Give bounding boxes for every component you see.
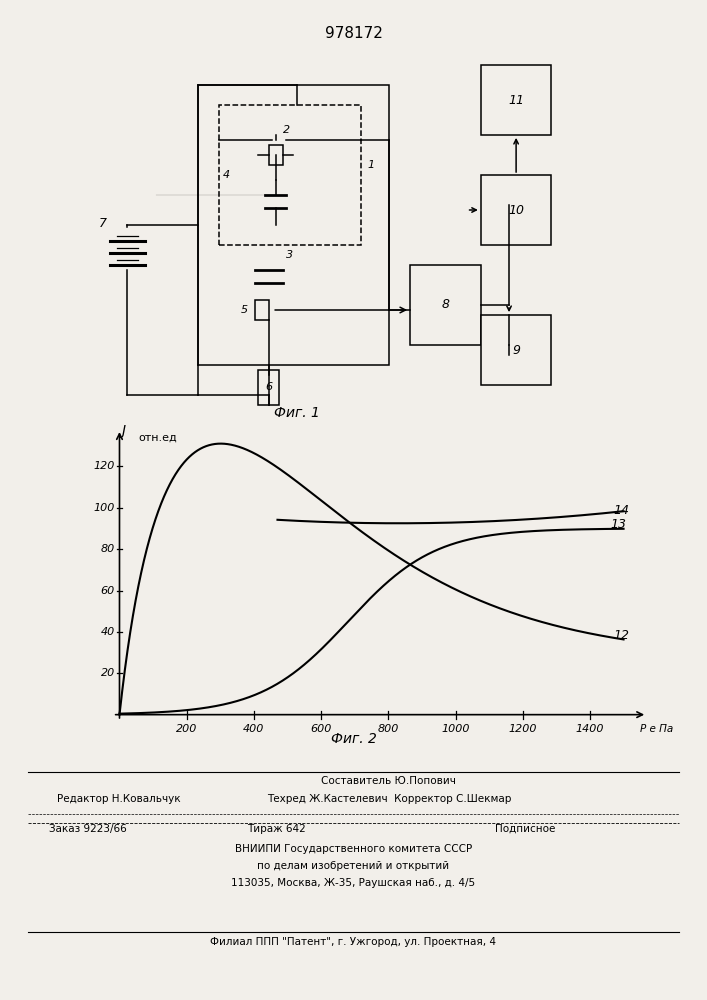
Text: Составитель Ю.Попович: Составитель Ю.Попович <box>322 776 456 786</box>
Text: Филиал ППП "Патент", г. Ужгород, ул. Проектная, 4: Филиал ППП "Патент", г. Ужгород, ул. Про… <box>211 937 496 947</box>
Text: Фиг. 1: Фиг. 1 <box>274 406 320 420</box>
Bar <box>219 105 361 245</box>
Bar <box>269 145 283 165</box>
Text: Р е Па: Р е Па <box>640 724 673 734</box>
Text: 120: 120 <box>93 461 115 471</box>
Text: 40: 40 <box>100 627 115 637</box>
Text: Фиг. 2: Фиг. 2 <box>331 732 376 746</box>
Text: 14: 14 <box>614 504 629 517</box>
Text: 13: 13 <box>610 518 626 531</box>
Text: 9: 9 <box>512 344 520 357</box>
Text: 12: 12 <box>614 629 629 642</box>
Bar <box>481 175 551 245</box>
Text: 60: 60 <box>100 586 115 596</box>
Text: 1: 1 <box>368 160 375 170</box>
Text: 80: 80 <box>100 544 115 554</box>
Text: 6: 6 <box>265 382 272 392</box>
Text: J: J <box>122 424 126 438</box>
Bar <box>255 300 269 320</box>
Bar <box>258 370 279 405</box>
Bar <box>198 85 389 365</box>
Text: 800: 800 <box>378 724 399 734</box>
Text: 4: 4 <box>223 170 230 180</box>
Text: Редактор Н.Ковальчук: Редактор Н.Ковальчук <box>57 794 180 804</box>
Text: 10: 10 <box>508 204 524 217</box>
Text: ВНИИПИ Государственного комитета СССР: ВНИИПИ Государственного комитета СССР <box>235 844 472 854</box>
Text: 600: 600 <box>310 724 332 734</box>
Text: 1400: 1400 <box>575 724 604 734</box>
Text: 3: 3 <box>286 250 293 260</box>
Text: Подписное: Подписное <box>495 824 555 834</box>
Text: 20: 20 <box>100 668 115 678</box>
Text: по делам изобретений и открытий: по делам изобретений и открытий <box>257 861 450 871</box>
Text: 1200: 1200 <box>508 724 537 734</box>
Text: 2: 2 <box>283 125 290 135</box>
Text: Техред Ж.Кастелевич  Корректор С.Шекмар: Техред Ж.Кастелевич Корректор С.Шекмар <box>267 794 511 804</box>
Text: 978172: 978172 <box>325 26 382 41</box>
Text: Заказ 9223/66: Заказ 9223/66 <box>49 824 127 834</box>
Text: 5: 5 <box>240 305 247 315</box>
Text: 100: 100 <box>93 503 115 513</box>
Text: Тираж 642: Тираж 642 <box>247 824 306 834</box>
Text: 1000: 1000 <box>441 724 469 734</box>
Text: 8: 8 <box>441 298 450 312</box>
Text: 11: 11 <box>508 94 524 106</box>
Text: отн.ед: отн.ед <box>138 432 177 442</box>
Text: 400: 400 <box>243 724 264 734</box>
Text: 7: 7 <box>98 217 107 230</box>
Bar <box>481 315 551 385</box>
Text: 113035, Москва, Ж-35, Раушская наб., д. 4/5: 113035, Москва, Ж-35, Раушская наб., д. … <box>231 878 476 888</box>
Bar <box>410 265 481 345</box>
Text: 200: 200 <box>176 724 197 734</box>
Bar <box>481 65 551 135</box>
